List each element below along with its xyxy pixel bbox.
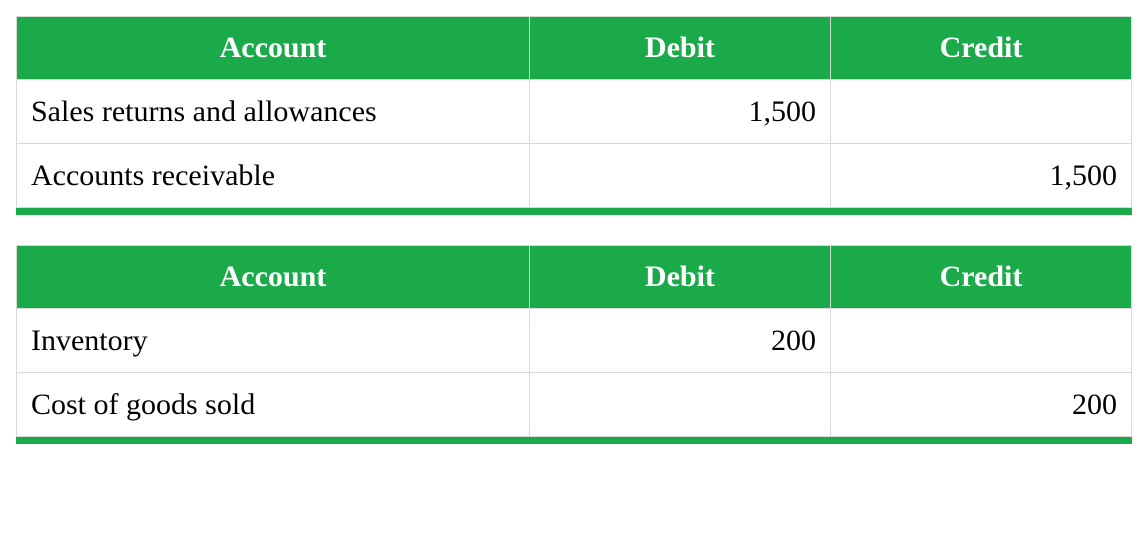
table-row: Cost of goods sold 200: [17, 373, 1132, 437]
table-row: Sales returns and allowances 1,500: [17, 80, 1132, 144]
cell-debit: [529, 144, 830, 208]
col-header-credit: Credit: [830, 17, 1131, 80]
cell-account: Accounts receivable: [17, 144, 530, 208]
col-header-account: Account: [17, 17, 530, 80]
cell-account: Sales returns and allowances: [17, 80, 530, 144]
cell-debit: [529, 373, 830, 437]
cell-credit: 1,500: [830, 144, 1131, 208]
cell-debit: 1,500: [529, 80, 830, 144]
table-bottom-rule: [16, 437, 1132, 444]
col-header-debit: Debit: [529, 17, 830, 80]
table-bottom-rule: [16, 208, 1132, 215]
table-gap: [16, 215, 1132, 245]
journal-table-2: Account Debit Credit Inventory 200 Cost …: [16, 245, 1132, 437]
cell-credit: [830, 309, 1131, 373]
cell-credit: [830, 80, 1131, 144]
table-row: Accounts receivable 1,500: [17, 144, 1132, 208]
col-header-account: Account: [17, 246, 530, 309]
col-header-debit: Debit: [529, 246, 830, 309]
cell-account: Inventory: [17, 309, 530, 373]
journal-entries-container: Account Debit Credit Sales returns and a…: [16, 16, 1132, 444]
cell-debit: 200: [529, 309, 830, 373]
table-row: Inventory 200: [17, 309, 1132, 373]
col-header-credit: Credit: [830, 246, 1131, 309]
cell-credit: 200: [830, 373, 1131, 437]
cell-account: Cost of goods sold: [17, 373, 530, 437]
journal-table-1: Account Debit Credit Sales returns and a…: [16, 16, 1132, 208]
